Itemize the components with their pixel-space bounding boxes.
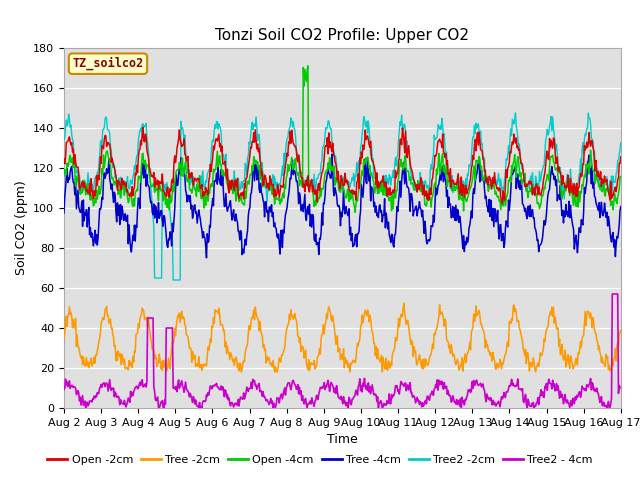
X-axis label: Time: Time bbox=[327, 433, 358, 446]
Y-axis label: Soil CO2 (ppm): Soil CO2 (ppm) bbox=[15, 180, 28, 276]
Legend: Open -2cm, Tree -2cm, Open -4cm, Tree -4cm, Tree2 -2cm, Tree2 - 4cm: Open -2cm, Tree -2cm, Open -4cm, Tree -4… bbox=[43, 451, 597, 469]
Title: Tonzi Soil CO2 Profile: Upper CO2: Tonzi Soil CO2 Profile: Upper CO2 bbox=[216, 28, 469, 43]
Text: TZ_soilco2: TZ_soilco2 bbox=[72, 57, 143, 71]
